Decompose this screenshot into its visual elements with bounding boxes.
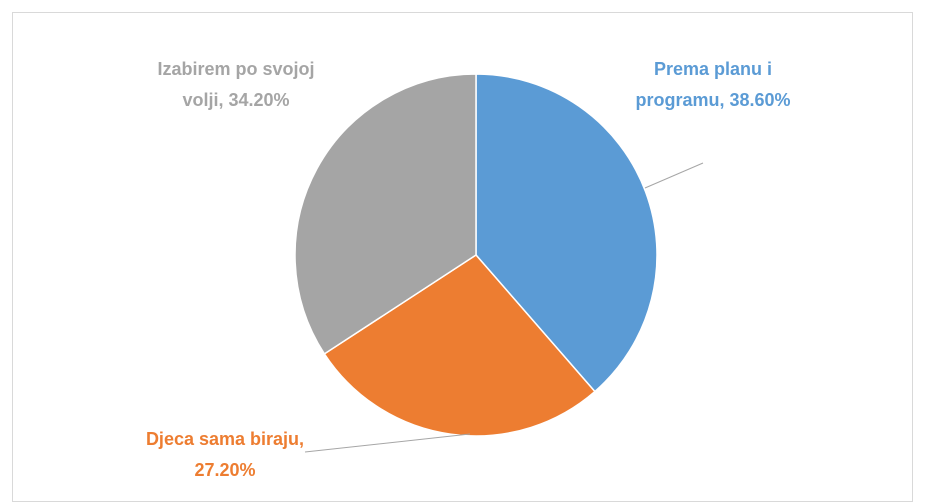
value-label: 38.60% [729, 90, 791, 110]
pie-slice [323, 254, 596, 437]
separator: , [299, 429, 310, 449]
data-label: Izabirem po svojoj volji, 34.20% [156, 54, 316, 116]
pie-slice [294, 73, 477, 355]
category: Izabirem po svojoj volji [157, 59, 315, 110]
leader-line [644, 162, 704, 189]
separator: , [218, 90, 229, 110]
pie-slice [475, 73, 658, 393]
chart [294, 73, 704, 453]
data-label: Prema planu i programu, 38.60% [633, 54, 793, 116]
category: Prema planu i programu [635, 59, 773, 110]
category: Djeca sama biraju [145, 429, 300, 449]
separator: , [719, 90, 730, 110]
data-label: Djeca sama biraju, 27.20% [140, 424, 310, 486]
leader-line [304, 433, 471, 453]
page: (() => { const data = JSON.parse(documen… [12, 12, 913, 502]
value-label: 27.20% [194, 460, 256, 480]
value-label: 34.20% [228, 90, 290, 110]
